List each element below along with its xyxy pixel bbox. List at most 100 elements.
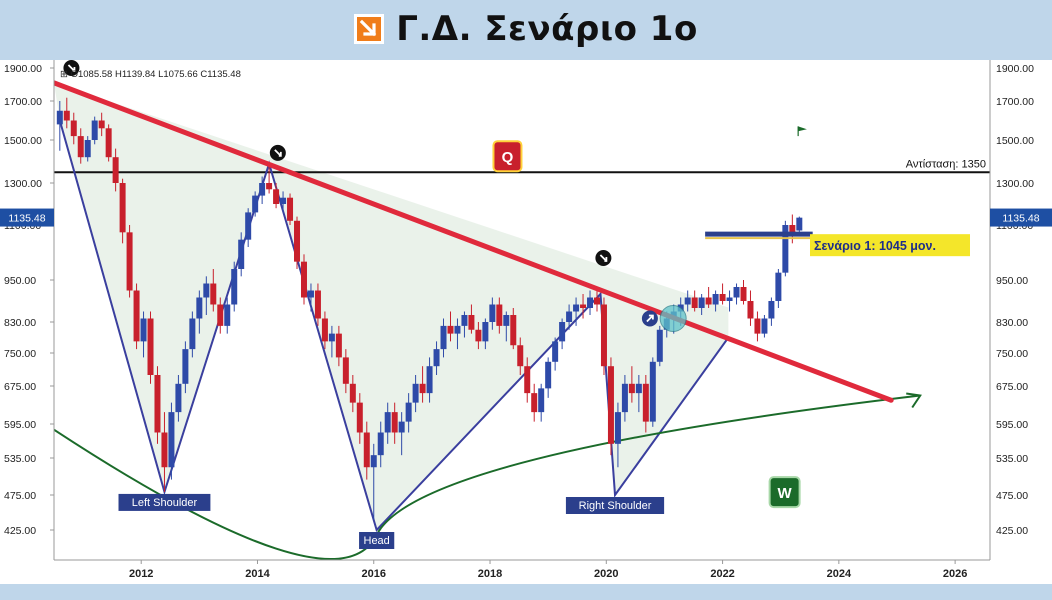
- candle: [238, 239, 245, 269]
- candle: [649, 361, 656, 422]
- y-tick-label-right: 1500.00: [996, 135, 1034, 147]
- ohlc-readout: ⊞ O1085.58 H1139.84 L1075.66 C1135.48: [60, 69, 241, 80]
- marker-arrow: [67, 64, 76, 72]
- pattern-label: Head: [364, 535, 390, 547]
- candle: [63, 110, 70, 121]
- pattern-label-box: [359, 532, 395, 549]
- candle: [698, 297, 705, 308]
- x-tick-label: 2024: [827, 568, 852, 580]
- candle: [593, 297, 600, 305]
- y-tick-label-right: 425.00: [996, 525, 1028, 537]
- candle: [412, 383, 419, 403]
- scenario-box: [810, 234, 970, 257]
- scenario-label: Σενάριο 1: 1045 μον.: [814, 239, 936, 253]
- candle: [600, 304, 607, 367]
- candle: [84, 140, 91, 158]
- candle: [621, 383, 628, 413]
- y-tick-label-left: 950.00: [4, 275, 36, 287]
- candle: [203, 283, 210, 298]
- candle: [712, 294, 719, 305]
- q-label: Q: [502, 149, 514, 166]
- pattern-label-box: [565, 497, 665, 514]
- y-tick-label-right: 475.00: [996, 490, 1028, 502]
- y-tick-label-right: 595.00: [996, 419, 1028, 431]
- candle: [349, 383, 356, 403]
- candle: [573, 304, 580, 312]
- candle: [733, 287, 740, 298]
- candle: [496, 304, 503, 326]
- candle: [231, 269, 238, 305]
- candle: [342, 357, 349, 384]
- candle: [280, 197, 287, 204]
- candle: [433, 349, 440, 367]
- candle: [370, 455, 377, 468]
- candlestick-chart: 1900.00 1900.00 1700.00 1700.00 1500.00 1500.…: [0, 60, 1052, 580]
- candle: [482, 322, 489, 342]
- w-label: W: [778, 485, 793, 502]
- candle: [287, 197, 294, 221]
- pattern-label: Left Shoulder: [132, 497, 198, 509]
- arrow-up-marker: [641, 310, 658, 327]
- candle: [133, 290, 140, 342]
- last-price-left: 1135.48: [8, 213, 45, 225]
- y-tick-label-left: 750.00: [4, 348, 36, 360]
- q-badge: [492, 140, 523, 173]
- candle: [775, 272, 782, 301]
- candle: [105, 128, 112, 158]
- arc-arrowhead: [906, 392, 922, 409]
- candle: [531, 393, 538, 413]
- candle: [475, 329, 482, 342]
- candle: [252, 195, 259, 213]
- candle: [789, 225, 796, 233]
- arrow-down-marker: [595, 250, 612, 266]
- candle: [628, 383, 635, 394]
- page-title: Γ.Δ. Σενάριο 1ο: [396, 9, 698, 49]
- candle: [384, 412, 391, 433]
- y-tick-label-right: 750.00: [996, 348, 1028, 360]
- candle: [210, 283, 217, 305]
- y-tick-label-left: 475.00: [4, 490, 36, 502]
- candle: [489, 304, 496, 322]
- y-tick-label-right: 950.00: [996, 275, 1028, 287]
- x-tick-label: 2022: [710, 568, 734, 580]
- last-price-box-left: [0, 208, 54, 227]
- y-tick-label-left: 830.00: [4, 317, 36, 329]
- candle: [614, 412, 621, 444]
- x-tick-label: 2016: [362, 568, 386, 580]
- x-tick-label: 2018: [478, 568, 502, 580]
- candle: [782, 225, 789, 273]
- breakout-circle: [659, 305, 687, 332]
- x-tick-label: 2014: [245, 568, 270, 580]
- candle: [377, 432, 384, 456]
- candle: [580, 304, 587, 308]
- candle: [126, 232, 133, 291]
- candle: [684, 297, 691, 305]
- candle: [468, 315, 475, 330]
- candle: [266, 183, 273, 190]
- x-tick-label: 2020: [594, 568, 618, 580]
- candle: [91, 120, 98, 140]
- candle: [405, 402, 412, 422]
- candle: [524, 366, 531, 394]
- candle: [217, 304, 224, 326]
- y-tick-label-right: 675.00: [996, 381, 1028, 393]
- pattern-label-box: [118, 493, 211, 511]
- candle: [740, 287, 747, 301]
- y-tick-label-right: 1700.00: [996, 96, 1034, 108]
- candle: [175, 383, 182, 413]
- resistance-label: Αντίσταση: 1350: [906, 158, 986, 170]
- candle: [224, 304, 231, 326]
- candle: [747, 301, 754, 319]
- candle: [196, 297, 203, 319]
- candle: [56, 110, 63, 125]
- y-tick-label-left: 425.00: [4, 525, 36, 537]
- y-tick-label-right: 535.00: [996, 453, 1028, 465]
- candle: [510, 315, 517, 346]
- candle: [182, 349, 189, 384]
- candle: [656, 329, 663, 362]
- candle: [356, 402, 363, 433]
- candle: [314, 290, 321, 319]
- candle: [635, 383, 642, 394]
- arrow-down-marker: [269, 144, 286, 161]
- candle: [440, 325, 447, 350]
